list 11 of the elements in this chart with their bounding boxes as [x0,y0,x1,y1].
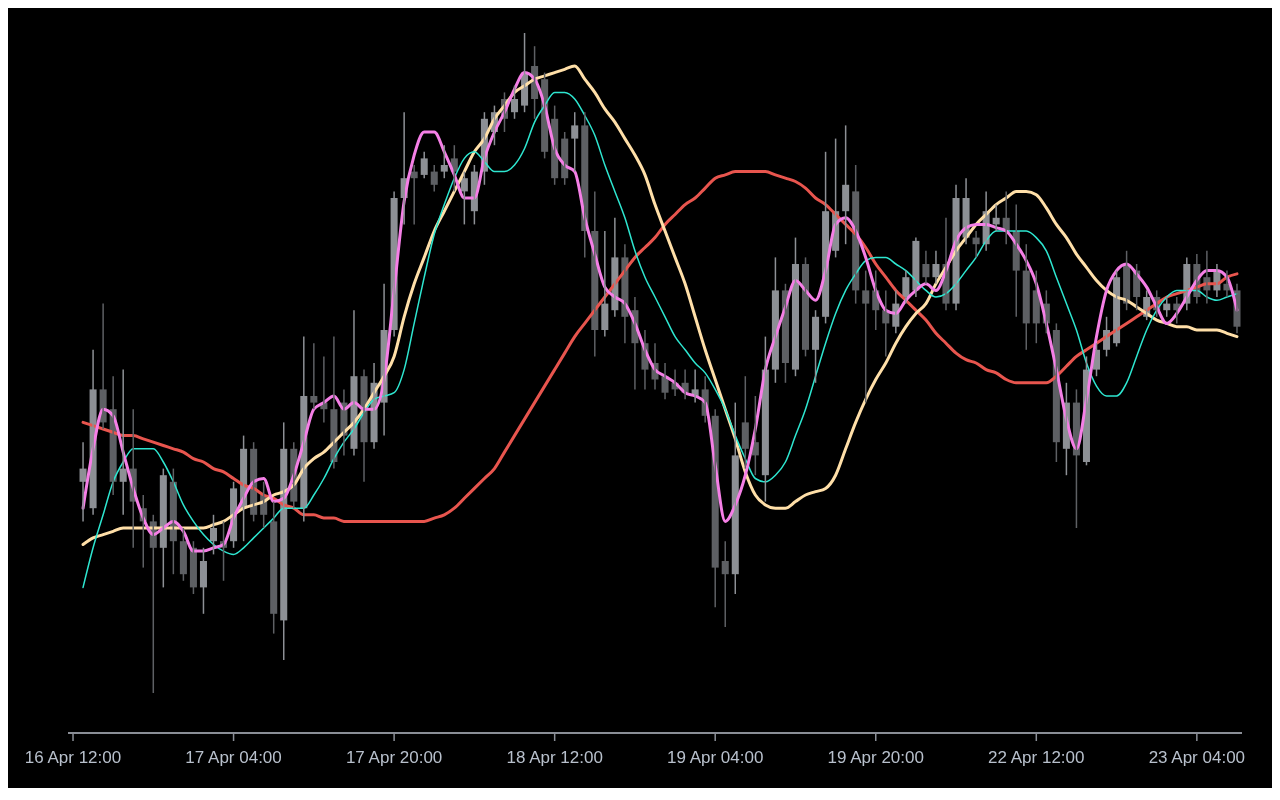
x-tick-label: 19 Apr 20:00 [827,748,924,767]
candlestick [862,269,870,404]
x-tick-label: 16 Apr 12:00 [24,748,122,767]
x-tick-label: 22 Apr 12:00 [988,748,1085,767]
x-tick-label: 17 Apr 20:00 [345,748,443,767]
x-tick-label: 23 Apr 04:00 [1148,748,1246,767]
x-tick-label: 18 Apr 12:00 [506,748,603,767]
candlestick [440,144,448,179]
candlestick [571,111,579,173]
x-tick-label: 17 Apr 04:00 [185,748,282,767]
x-tick-label: 19 Apr 04:00 [666,748,764,767]
